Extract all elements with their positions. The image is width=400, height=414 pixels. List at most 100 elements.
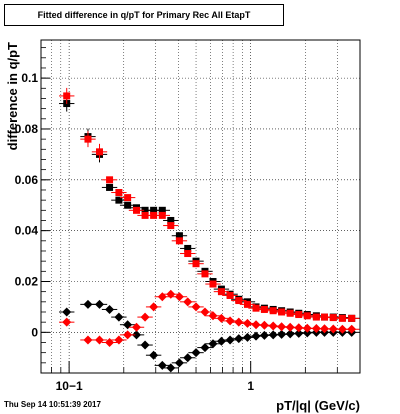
data-point xyxy=(167,216,175,224)
data-point xyxy=(166,289,176,299)
data-point xyxy=(268,321,278,331)
data-point xyxy=(124,194,132,202)
data-point xyxy=(234,334,244,344)
data-point xyxy=(95,299,105,309)
grid xyxy=(41,40,361,373)
data-point xyxy=(242,332,252,342)
data-point xyxy=(200,343,210,353)
data-point xyxy=(303,312,311,320)
y-tick-label: 0.08 xyxy=(15,122,39,136)
data-point xyxy=(124,201,132,209)
data-point xyxy=(95,335,105,345)
x-tick-label: 1 xyxy=(247,379,254,393)
data-point xyxy=(208,311,218,321)
y-tick-label: 0.02 xyxy=(15,274,39,288)
data-point xyxy=(259,330,269,340)
series-0 xyxy=(59,95,360,322)
series xyxy=(59,87,360,373)
data-point xyxy=(243,300,251,308)
data-point xyxy=(251,320,261,330)
timestamp: Thu Sep 14 10:51:39 2017 xyxy=(4,400,101,409)
data-point xyxy=(131,322,141,332)
data-point xyxy=(302,323,312,333)
axes: 0 0.02 0.04 0.06 0.08 0.1 10−1 1 xyxy=(15,39,361,393)
data-point xyxy=(184,244,192,252)
data-point xyxy=(150,211,158,219)
data-point xyxy=(158,206,166,214)
data-point xyxy=(106,176,114,184)
data-point xyxy=(329,314,337,322)
data-point xyxy=(259,320,269,330)
y-tick-label: 0.06 xyxy=(15,173,39,187)
data-point xyxy=(269,307,277,315)
y-tick-label: 0 xyxy=(31,325,38,339)
data-point xyxy=(217,288,225,296)
chart-title: Fitted difference in q/pT for Primary Re… xyxy=(4,4,284,26)
data-point xyxy=(338,314,346,322)
data-point xyxy=(132,206,140,214)
data-point xyxy=(123,330,133,340)
data-point xyxy=(286,309,294,317)
data-point xyxy=(114,335,124,345)
data-point xyxy=(268,330,278,340)
data-point xyxy=(149,302,159,312)
data-point xyxy=(320,324,330,334)
x-axis-label: pT/|q| (GeV/c) xyxy=(276,398,360,413)
data-point xyxy=(175,237,183,245)
data-point xyxy=(140,340,150,350)
data-point xyxy=(209,280,217,288)
data-point xyxy=(166,363,176,373)
data-point xyxy=(321,313,329,321)
data-point xyxy=(150,206,158,214)
data-point xyxy=(216,313,226,323)
data-point xyxy=(83,299,93,309)
data-point xyxy=(141,206,149,214)
data-point xyxy=(251,331,261,341)
data-point xyxy=(140,312,150,322)
data-point xyxy=(84,135,92,143)
data-point xyxy=(285,322,295,332)
data-point xyxy=(201,270,209,278)
data-point xyxy=(295,311,303,319)
data-point xyxy=(235,297,243,305)
data-point xyxy=(105,337,115,347)
series-2 xyxy=(59,299,360,373)
data-point xyxy=(183,353,193,363)
data-point xyxy=(174,358,184,368)
data-point xyxy=(191,348,201,358)
data-point xyxy=(294,323,304,333)
data-point xyxy=(63,92,71,100)
data-point xyxy=(311,324,321,334)
data-point xyxy=(208,339,218,349)
data-point xyxy=(115,196,123,204)
data-point xyxy=(216,336,226,346)
data-point xyxy=(158,211,166,219)
data-point xyxy=(277,329,287,339)
data-point xyxy=(225,316,235,326)
data-point xyxy=(277,322,287,332)
data-point xyxy=(294,328,304,338)
y-axis-label: difference in q/pT xyxy=(5,42,20,150)
plot-frame xyxy=(40,39,361,374)
data-point xyxy=(149,350,159,360)
data-point xyxy=(167,222,175,230)
data-point xyxy=(62,317,72,327)
data-point xyxy=(347,324,357,334)
data-point xyxy=(106,183,114,191)
data-point xyxy=(105,304,115,314)
data-point xyxy=(115,189,123,197)
data-point xyxy=(200,307,210,317)
data-point xyxy=(225,335,235,345)
data-point xyxy=(242,318,252,328)
data-point xyxy=(175,232,183,240)
data-point xyxy=(83,335,93,345)
data-point xyxy=(234,317,244,327)
data-point xyxy=(312,313,320,321)
data-point xyxy=(192,260,200,268)
data-point xyxy=(184,250,192,258)
data-point xyxy=(252,304,260,312)
data-point xyxy=(123,320,133,330)
data-point xyxy=(131,330,141,340)
data-point xyxy=(260,305,268,313)
data-point xyxy=(226,291,234,299)
